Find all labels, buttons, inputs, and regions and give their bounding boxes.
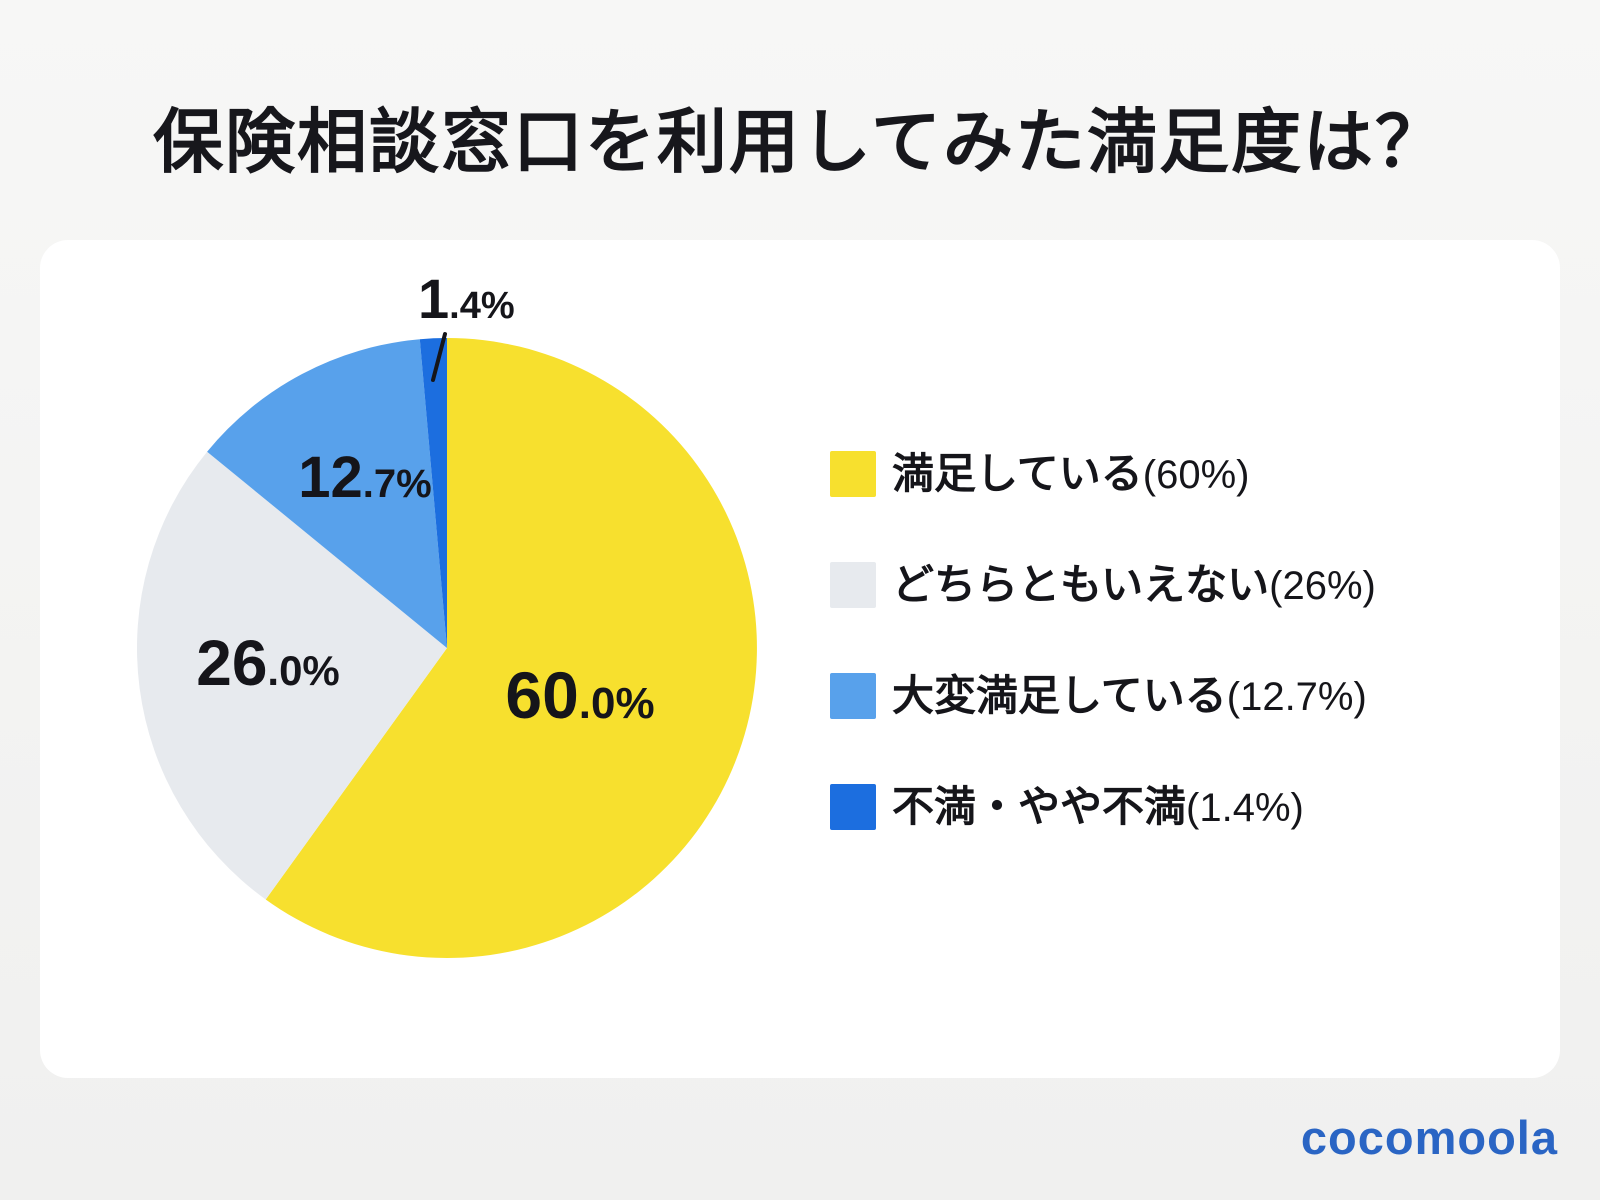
pie-slice-3: [419, 338, 447, 648]
legend-percentage: (26%): [1269, 564, 1376, 608]
legend-label: 不満・やや不満: [892, 783, 1187, 830]
pie-slice-2: [207, 339, 447, 648]
slice-value-label: 26.0%: [196, 627, 340, 699]
slice-value-label: 60.0%: [505, 658, 654, 732]
slice-callout-label: 1.4%: [418, 267, 515, 330]
legend-percentage: (12.7%): [1226, 675, 1367, 719]
chart-card: 60.0% 26.0% 12.7% 1.4% 満足している(60%) どちらともいえな…: [40, 240, 1560, 1078]
chart-title: 保険相談窓口を利用してみた満足度は？: [153, 103, 1447, 181]
legend-item: 大変満足している(12.7%): [830, 673, 1376, 719]
legend-item: 不満・やや不満(1.4%): [830, 784, 1376, 830]
legend-percentage: (1.4%): [1186, 786, 1304, 830]
legend-item: 満足している(60%): [830, 451, 1376, 497]
legend-swatch-very-satisfied: [830, 673, 876, 719]
pie-slice-0: [265, 338, 757, 958]
legend-item: どちらともいえない(26%): [830, 562, 1376, 608]
cocomoola-logo: cocomoola: [1300, 1111, 1558, 1164]
legend-label: どちらともいえない: [892, 561, 1270, 608]
pie-slice-1: [136, 451, 448, 900]
legend-swatch-neutral: [830, 562, 876, 608]
legend-swatch-dissatisfied: [830, 784, 876, 830]
legend-percentage: (60%): [1142, 453, 1250, 497]
slice-value-label: 12.7%: [298, 445, 431, 510]
legend-swatch-satisfied: [830, 451, 876, 497]
legend-label: 満足している: [892, 450, 1143, 497]
chart-legend: 満足している(60%) どちらともいえない(26%) 大変満足している(12.7…: [830, 451, 1376, 895]
legend-label: 大変満足している: [892, 672, 1227, 719]
pie-chart: 60.0% 26.0% 12.7% 1.4%: [136, 267, 757, 958]
callout-leader-line: [431, 332, 447, 382]
